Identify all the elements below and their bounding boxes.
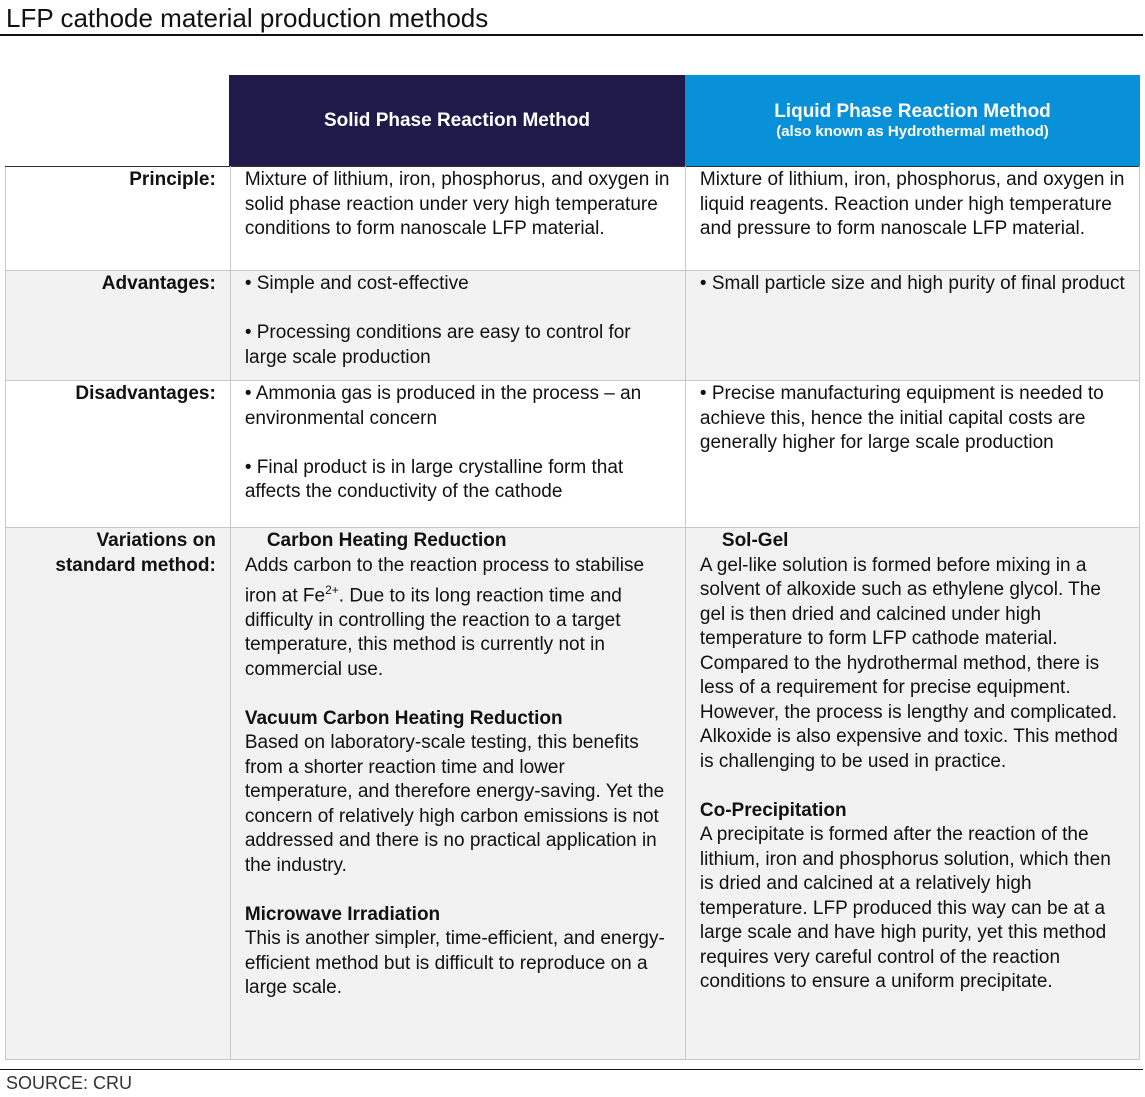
cell-liquid: Mixture of lithium, iron, phosphorus, an… <box>684 166 1141 271</box>
variation-heading: Microwave Irradiation <box>244 903 441 925</box>
cell-solid: Carbon Heating Reduction Adds carbon to … <box>229 527 686 1060</box>
title-divider <box>0 34 1143 36</box>
text: Adds carbon to the reaction process to s… <box>244 554 645 607</box>
variation-heading: Co-Precipitation <box>699 799 847 821</box>
text: . Due to its long reaction time and diff… <box>244 585 622 680</box>
table-row-principle: Principle: Mixture of lithium, iron, pho… <box>5 166 1141 271</box>
cell-solid: • Ammonia gas is produced in the process… <box>229 380 686 528</box>
variation-text: Based on laboratory-scale testing, this … <box>244 732 665 876</box>
source-note: SOURCE: CRU <box>6 1073 133 1093</box>
header-solid-title: Solid Phase Reaction Method <box>323 109 591 131</box>
variation-text: A gel-like solution is formed before mix… <box>699 554 1118 772</box>
bullet: • Processing conditions are easy to cont… <box>244 322 631 368</box>
header-liquid-phase: Liquid Phase Reaction Method (also known… <box>685 75 1140 166</box>
row-label: Disadvantages: <box>5 380 231 528</box>
bullet: • Precise manufacturing equipment is nee… <box>699 383 1104 453</box>
row-label: Advantages: <box>5 270 231 381</box>
superscript: 2+ <box>325 583 339 597</box>
cell-liquid: • Small particle size and high purity of… <box>684 270 1141 381</box>
row-label-line: standard method: <box>55 554 216 576</box>
variation-text: A precipitate is formed after the reacti… <box>699 824 1111 992</box>
variation-text: Adds carbon to the reaction process to s… <box>245 554 671 683</box>
source-divider <box>0 1069 1143 1070</box>
bullet: • Ammonia gas is produced in the process… <box>244 383 642 429</box>
variation-heading: Vacuum Carbon Heating Reduction <box>244 707 563 729</box>
row-label: Variations on standard method: <box>5 527 231 1060</box>
variation-heading: Carbon Heating Reduction <box>266 530 507 551</box>
cell-liquid: Sol-Gel A gel-like solution is formed be… <box>684 527 1141 1060</box>
header-liquid-title: Liquid Phase Reaction Method <box>774 100 1051 122</box>
variation-text: This is another simpler, time-efficient,… <box>244 928 665 999</box>
cell-solid: • Simple and cost-effective • Processing… <box>229 270 686 381</box>
table-row-advantages: Advantages: • Simple and cost-effective … <box>5 270 1141 381</box>
header-solid-phase: Solid Phase Reaction Method <box>229 75 685 166</box>
bullet: • Small particle size and high purity of… <box>699 273 1125 294</box>
row-label-line: Variations on <box>96 530 216 551</box>
table-row-disadvantages: Disadvantages: • Ammonia gas is produced… <box>5 380 1141 528</box>
variation-heading: Sol-Gel <box>721 530 789 551</box>
cell-liquid: • Precise manufacturing equipment is nee… <box>684 380 1141 528</box>
table-row-variations: Variations on standard method: Carbon He… <box>5 527 1141 1060</box>
comparison-table: Principle: Mixture of lithium, iron, pho… <box>5 166 1141 1060</box>
header-liquid-subtitle: (also known as Hydrothermal method) <box>776 122 1049 140</box>
cell-solid: Mixture of lithium, iron, phosphorus, an… <box>229 166 686 271</box>
row-label: Principle: <box>5 166 231 271</box>
page-title: LFP cathode material production methods <box>6 3 489 33</box>
bullet: • Simple and cost-effective <box>244 273 469 294</box>
bullet: • Final product is in large crystalline … <box>244 456 624 503</box>
